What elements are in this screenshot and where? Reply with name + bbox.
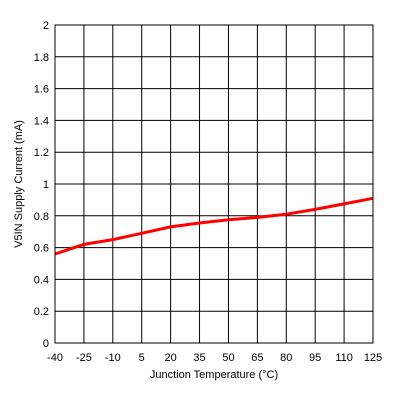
x-tick-label: 5: [139, 352, 145, 364]
y-tick-label: 2: [43, 20, 49, 32]
x-tick-label: 80: [280, 352, 292, 364]
y-tick-label: 1.2: [34, 147, 49, 159]
x-tick-label: -25: [76, 352, 92, 364]
x-tick-label: -10: [105, 352, 121, 364]
x-tick-label: 65: [251, 352, 263, 364]
series-line: [54, 196, 374, 256]
x-axis-title: Junction Temperature (°C): [150, 369, 278, 381]
x-tick-labels: -40 -25 -10 5 20 35 50 65 80 95 110 125: [47, 352, 382, 364]
y-tick-label: 0.2: [34, 306, 49, 318]
y-tick-label: 0.8: [34, 211, 49, 223]
grid: [55, 25, 373, 343]
y-tick-label: 0.4: [34, 274, 49, 286]
x-tick-label: 110: [335, 352, 353, 364]
x-tick-label: 95: [309, 352, 321, 364]
y-tick-label: 1.6: [34, 84, 49, 96]
x-tick-label: 35: [193, 352, 205, 364]
y-tick-label: 1: [43, 179, 49, 191]
x-tick-label: 20: [165, 352, 177, 364]
y-tick-label: 0.6: [34, 243, 49, 255]
y-tick-label: 1.4: [34, 115, 49, 127]
y-tick-label: 0: [43, 338, 49, 350]
x-tick-label: -40: [47, 352, 63, 364]
plot-frame: [54, 24, 374, 344]
x-tick-label: 125: [364, 352, 382, 364]
y-tick-label: 1.8: [34, 52, 49, 64]
y-tick-labels: 0 0.2 0.4 0.6 0.8 1 1.2 1.4 1.6 1.8 2: [34, 20, 49, 350]
x-tick-label: 50: [222, 352, 234, 364]
series-layer: [54, 196, 374, 256]
y-axis-title: V5IN Supply Current (mA): [13, 120, 25, 248]
